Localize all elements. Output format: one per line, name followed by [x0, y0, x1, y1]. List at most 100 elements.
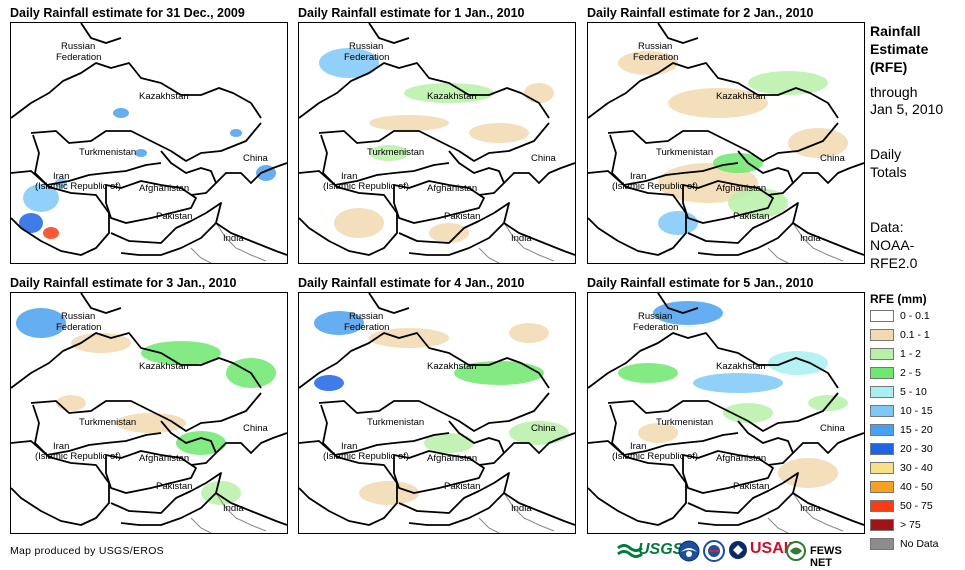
panel-title-6: Daily Rainfall estimate for 5 Jan., 2010 — [587, 276, 814, 290]
map-label-afghanistan: Afghanistan — [716, 453, 767, 464]
map-label-china: China — [531, 153, 556, 164]
rainfall-map-2: Russian Federation Kazakhstan Turkmenistan I… — [298, 22, 576, 264]
map-label-afghanistan: Afghanistan — [427, 183, 478, 194]
coastline — [503, 492, 555, 532]
rainfall-area — [723, 403, 773, 423]
coastline — [503, 222, 555, 262]
map-label-kazakhstan: Kazakhstan — [427, 91, 477, 102]
legend-label: 15 - 20 — [900, 424, 933, 436]
map-label-russia-line1: Russian — [61, 41, 96, 52]
legend-label: No Data — [900, 538, 939, 550]
legend-label: > 75 — [900, 519, 921, 531]
legend-swatch — [870, 405, 894, 417]
usgs-text: USGS — [638, 541, 684, 558]
coastline — [190, 517, 212, 533]
map-label-india: India — [511, 503, 532, 514]
panel-title-5: Daily Rainfall estimate for 4 Jan., 2010 — [298, 276, 525, 290]
rainfall-area — [404, 83, 494, 103]
map-label-iran-line1: Iran — [630, 171, 647, 182]
map-label-iran-line2: (Islamic Republic of) — [612, 451, 699, 462]
map-label-turkmenistan: Turkmenistan — [79, 147, 137, 158]
map-label-kazakhstan: Kazakhstan — [716, 361, 766, 372]
noaa-seal-icon — [678, 540, 700, 562]
panel-title-2: Daily Rainfall estimate for 1 Jan., 2010 — [298, 6, 525, 20]
country-border — [737, 420, 794, 466]
panel-title-4: Daily Rainfall estimate for 3 Jan., 2010 — [10, 276, 237, 290]
country-border — [368, 293, 410, 314]
map-label-afghanistan: Afghanistan — [427, 453, 478, 464]
map-label-iran-line2: (Islamic Republic of) — [35, 451, 122, 462]
rainfall-area — [314, 311, 364, 335]
map-label-turkmenistan: Turkmenistan — [367, 417, 425, 428]
through-line1: through — [870, 84, 918, 100]
legend-swatch — [870, 462, 894, 474]
map-label-iran-line2: (Islamic Republic of) — [612, 181, 699, 192]
map-label-russia-line2: Federation — [344, 52, 390, 63]
coastline — [767, 517, 789, 533]
rainfall-area — [509, 323, 549, 343]
rainfall-area — [429, 223, 469, 243]
map-label-iran-line1: Iran — [630, 441, 647, 452]
rainfall-area — [524, 83, 554, 103]
map-label-pakistan: Pakistan — [733, 481, 770, 492]
data-line2: NOAA- — [870, 237, 915, 253]
coastline — [215, 492, 267, 532]
legend-swatch — [870, 367, 894, 379]
map-label-china: China — [820, 153, 845, 164]
usaid-seal-icon — [729, 541, 747, 559]
legend-label: 30 - 40 — [900, 462, 933, 474]
rainfall-map-5: Russian Federation Kazakhstan Turkmenistan I… — [298, 292, 576, 534]
country-border — [215, 432, 287, 454]
legend-title: RFE (mm) — [870, 292, 927, 306]
coastline — [767, 247, 789, 263]
country-border — [320, 404, 450, 456]
legend-swatch — [870, 538, 894, 550]
map-label-pakistan: Pakistan — [156, 481, 193, 492]
map-canvas — [299, 23, 575, 263]
country-border — [792, 432, 864, 454]
rainfall-area — [16, 308, 66, 338]
country-border — [215, 222, 287, 256]
rainfall-area — [509, 421, 569, 445]
country-border — [215, 492, 287, 526]
map-canvas — [588, 23, 864, 263]
map-label-afghanistan: Afghanistan — [716, 183, 767, 194]
rainfall-area — [469, 123, 529, 143]
country-border — [657, 23, 699, 44]
rainfall-area — [768, 351, 828, 375]
country-border — [682, 180, 774, 224]
legend-label: 0.1 - 1 — [900, 329, 930, 341]
map-label-india: India — [223, 233, 244, 244]
country-border — [11, 332, 262, 389]
country-border — [588, 440, 687, 526]
rainfall-area — [334, 208, 384, 238]
country-border — [687, 472, 799, 526]
map-label-india: India — [511, 233, 532, 244]
legend-label: 40 - 50 — [900, 481, 933, 493]
map-label-kazakhstan: Kazakhstan — [427, 361, 477, 372]
legend-swatch — [870, 310, 894, 322]
map-canvas — [11, 293, 287, 533]
rainfall-area — [135, 149, 147, 157]
side-title-line3: (RFE) — [870, 59, 908, 75]
map-label-turkmenistan: Turkmenistan — [79, 417, 137, 428]
rainfall-area — [56, 395, 86, 411]
country-border — [503, 222, 575, 256]
country-border — [299, 440, 398, 526]
map-label-iran-line2: (Islamic Republic of) — [323, 181, 410, 192]
legend-label: 1 - 2 — [900, 348, 922, 360]
rainfall-area — [116, 413, 186, 433]
map-label-russia-line2: Federation — [633, 52, 679, 63]
rainfall-area — [668, 88, 768, 118]
country-border — [503, 432, 575, 454]
legend-label: 10 - 15 — [900, 405, 933, 417]
country-border — [11, 62, 262, 119]
map-label-china: China — [820, 423, 845, 434]
legend-swatch — [870, 519, 894, 531]
usgs-logo: USGS — [616, 540, 683, 564]
nws-seal-icon — [703, 540, 725, 562]
legend-swatch — [870, 348, 894, 360]
legend-swatch — [870, 329, 894, 341]
coastline — [478, 517, 500, 533]
country-border — [80, 293, 122, 314]
